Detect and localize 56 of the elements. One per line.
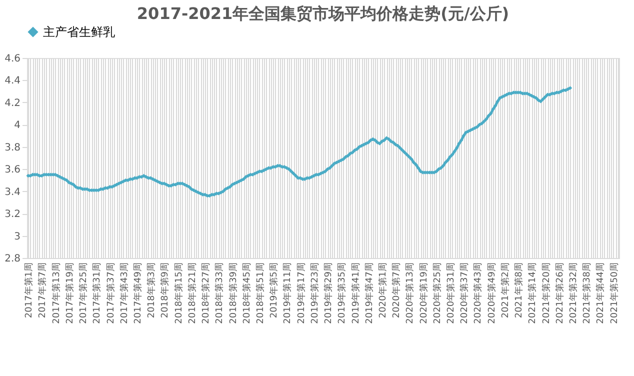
x-tick-label: 2018年第33周 bbox=[214, 262, 226, 324]
x-tick-label: 2021年第32周 bbox=[568, 262, 579, 324]
x-tick-label: 2021年第2周 bbox=[500, 262, 511, 318]
y-tick-label: 3 bbox=[14, 231, 20, 242]
y-tick-label: 4 bbox=[14, 120, 20, 132]
x-tick-label: 2017年第49周 bbox=[132, 262, 144, 324]
x-tick-label: 2018年第27周 bbox=[200, 262, 212, 324]
x-tick-label: 2021年第50周 bbox=[608, 262, 620, 324]
x-tick-label: 2020年第7周 bbox=[391, 262, 402, 318]
x-tick-label: 2020年第37周 bbox=[459, 262, 470, 324]
x-tick-label: 2019年第11周 bbox=[282, 262, 294, 324]
y-tick-label: 4.2 bbox=[4, 98, 20, 109]
x-tick-label: 2020年第19周 bbox=[418, 262, 430, 324]
x-tick-label: 2018年第9周 bbox=[160, 262, 171, 318]
y-tick-label: 2.8 bbox=[4, 254, 20, 264]
y-tick-label: 4.6 bbox=[4, 54, 20, 64]
x-tick-label: 2019年第23周 bbox=[309, 262, 320, 324]
y-tick-label: 3.4 bbox=[4, 186, 20, 198]
y-tick-label: 4.4 bbox=[4, 76, 20, 87]
x-tick-label: 2019年第35周 bbox=[336, 262, 348, 324]
x-tick-label: 2021年第20周 bbox=[540, 262, 552, 324]
x-tick-label: 2017年第43周 bbox=[118, 262, 130, 324]
x-tick-label: 2018年第39周 bbox=[228, 262, 239, 324]
x-tick-label: 2020年第13周 bbox=[404, 262, 416, 324]
x-tick-label: 2020年第25周 bbox=[432, 262, 443, 324]
x-tick-label: 2017年第19周 bbox=[64, 262, 76, 324]
x-tick-label: 2021年第14周 bbox=[527, 262, 538, 324]
y-tick-label: 3.6 bbox=[4, 164, 20, 176]
x-tick-label: 2019年第47周 bbox=[364, 262, 375, 324]
x-tick-label: 2018年第45周 bbox=[241, 262, 252, 324]
x-tick-label: 2017年第37周 bbox=[105, 262, 116, 324]
x-tick-label: 2020年第49周 bbox=[486, 262, 498, 324]
x-tick-label: 2020年第1周 bbox=[377, 262, 388, 318]
legend-label: 主产省生鲜乳 bbox=[43, 25, 115, 39]
x-tick-label: 2017年第13周 bbox=[50, 262, 62, 324]
x-tick-label: 2018年第51周 bbox=[254, 262, 266, 324]
x-tick-label: 2021年第8周 bbox=[514, 262, 525, 318]
x-tick-label: 2019年第5周 bbox=[268, 262, 280, 318]
x-tick-label: 2017年第1周 bbox=[24, 262, 35, 318]
x-tick-label: 2021年第44周 bbox=[595, 262, 606, 324]
x-tick-label: 2017年第25周 bbox=[78, 262, 90, 324]
x-tick-label: 2021年第26周 bbox=[554, 262, 566, 324]
x-tick-label: 2019年第29周 bbox=[323, 262, 334, 324]
chart-title: 2017-2021年全国集贸市场平均价格走势(元/公斤) bbox=[136, 4, 510, 23]
x-tick-label: 2018年第15周 bbox=[173, 262, 184, 324]
x-tick-label: 2021年第38周 bbox=[582, 262, 593, 324]
x-tick-label: 2019年第41周 bbox=[350, 262, 362, 324]
y-tick-label: 3.8 bbox=[4, 142, 20, 154]
x-tick-label: 2018年第3周 bbox=[146, 262, 158, 318]
x-tick-label: 2019年第17周 bbox=[296, 262, 307, 324]
y-tick-label: 3.2 bbox=[4, 209, 20, 220]
x-tick-label: 2018年第21周 bbox=[186, 262, 198, 324]
x-tick-label: 2017年第7周 bbox=[37, 262, 48, 318]
x-tick-label: 2020年第43周 bbox=[472, 262, 484, 324]
x-tick-label: 2017年第31周 bbox=[92, 262, 103, 324]
x-tick-label: 2020年第31周 bbox=[446, 262, 457, 324]
